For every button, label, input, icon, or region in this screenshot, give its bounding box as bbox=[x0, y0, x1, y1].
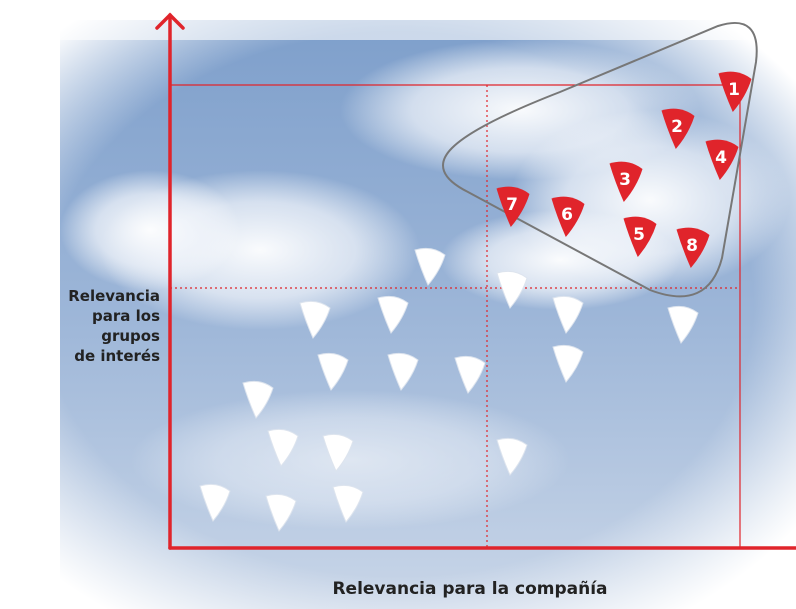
highlight-outline bbox=[442, 21, 758, 298]
issue-marker bbox=[322, 433, 354, 472]
issue-marker bbox=[299, 300, 331, 339]
key-issue-number: 1 bbox=[728, 80, 740, 100]
issue-marker bbox=[496, 270, 528, 309]
key-issue-marker bbox=[661, 108, 695, 149]
issue-marker bbox=[552, 344, 584, 383]
issue-marker bbox=[267, 428, 299, 467]
x-axis-label: Relevancia para la compañía bbox=[332, 579, 607, 599]
key-issue-number: 2 bbox=[671, 117, 683, 137]
issue-marker bbox=[199, 483, 231, 522]
y-axis-label: para los bbox=[92, 307, 160, 325]
key-issue-marker bbox=[676, 227, 710, 268]
axes bbox=[155, 12, 796, 550]
key-issue-number: 6 bbox=[561, 205, 573, 225]
issue-marker bbox=[377, 295, 409, 334]
issue-marker bbox=[317, 352, 349, 391]
issue-marker bbox=[552, 295, 584, 334]
issue-marker bbox=[454, 355, 486, 394]
issue-marker bbox=[387, 352, 419, 391]
markers: 1 2 3 4 5 6 7 8 bbox=[199, 71, 752, 532]
y-axis-label: de interés bbox=[74, 347, 160, 365]
key-issue-marker bbox=[623, 216, 657, 257]
key-issue-number: 4 bbox=[715, 148, 727, 168]
issue-marker bbox=[496, 437, 528, 476]
key-issue-number: 7 bbox=[506, 195, 518, 215]
key-issue-number: 8 bbox=[686, 236, 698, 256]
y-axis-label: grupos bbox=[101, 327, 160, 345]
grid bbox=[170, 84, 741, 548]
issue-marker bbox=[265, 493, 297, 532]
key-issue-marker bbox=[609, 161, 643, 202]
key-issue-marker bbox=[496, 186, 530, 227]
issue-marker bbox=[667, 305, 699, 344]
key-issue-number: 5 bbox=[633, 225, 645, 245]
key-issue-number: 3 bbox=[619, 170, 631, 190]
issue-marker bbox=[414, 247, 446, 286]
issue-marker bbox=[242, 380, 274, 419]
key-issue-marker bbox=[551, 196, 585, 237]
key-issue-marker bbox=[718, 71, 752, 112]
y-axis-label: Relevancia bbox=[68, 287, 160, 305]
key-issue-marker bbox=[705, 139, 739, 180]
issue-marker bbox=[332, 484, 364, 523]
